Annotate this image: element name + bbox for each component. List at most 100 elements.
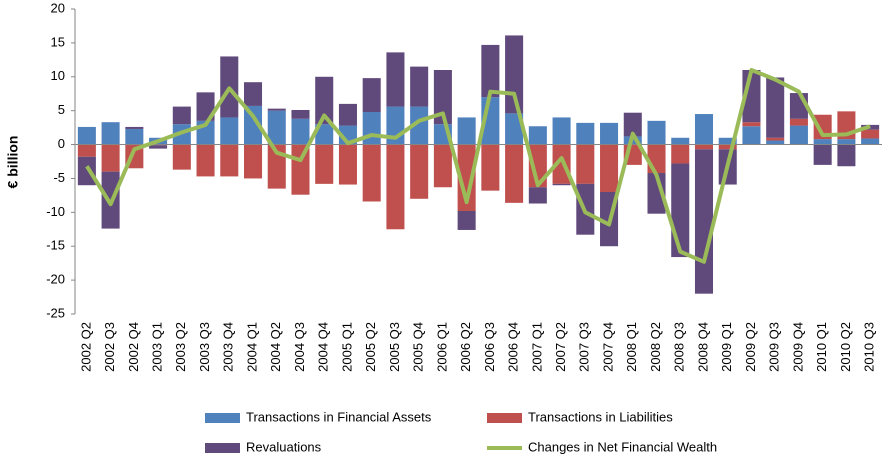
bar: [671, 137, 690, 145]
bar: [505, 144, 524, 203]
x-tick-label: 2003 Q4: [221, 322, 236, 372]
x-tick-label: 2008 Q3: [672, 322, 687, 372]
x-tick-label: 2005 Q4: [411, 322, 426, 372]
bar: [766, 140, 785, 145]
x-tick-label: 2004 Q3: [292, 322, 307, 372]
bar: [243, 144, 263, 179]
bar: [125, 128, 144, 145]
bar: [196, 144, 215, 177]
bar: [362, 112, 381, 145]
x-tick-label: 2003 Q2: [173, 322, 188, 372]
bar: [267, 110, 286, 145]
bar: [410, 144, 429, 199]
bar: [481, 144, 500, 191]
bar: [338, 103, 357, 126]
bar: [552, 183, 571, 186]
bar: [315, 124, 334, 145]
bar: [600, 144, 619, 192]
y-tick-label: 10: [51, 68, 65, 83]
x-tick-label: 2004 Q4: [316, 322, 331, 372]
legend-label: Transactions in Liabilities: [528, 409, 673, 424]
x-tick-label: 2007 Q3: [577, 322, 592, 372]
y-axis-label: € billion: [5, 136, 21, 189]
bar: [861, 138, 880, 145]
x-tick-label: 2008 Q1: [624, 322, 639, 372]
bar: [505, 113, 524, 145]
bar: [433, 70, 452, 125]
legend-label: Transactions in Financial Assets: [246, 409, 432, 424]
x-tick-label: 2008 Q4: [695, 322, 710, 372]
x-tick-label: 2005 Q1: [339, 322, 354, 372]
bar: [789, 118, 808, 126]
y-tick-label: 0: [58, 136, 65, 151]
bar: [457, 210, 476, 230]
bar: [528, 187, 547, 204]
bar: [291, 109, 310, 119]
y-tick-label: 20: [51, 0, 65, 15]
bar: [149, 145, 168, 149]
y-tick-label: -25: [46, 305, 65, 320]
bar: [338, 144, 357, 185]
bar: [528, 144, 547, 188]
bar: [623, 112, 642, 137]
x-tick-label: 2002 Q2: [78, 322, 93, 372]
y-tick-label: -5: [53, 170, 65, 185]
x-tick-label: 2008 Q2: [648, 322, 663, 372]
x-tick-label: 2005 Q3: [387, 322, 402, 372]
x-tick-label: 2002 Q4: [126, 322, 141, 372]
x-tick-label: 2006 Q2: [458, 322, 473, 372]
bar: [813, 139, 832, 145]
bar: [600, 122, 619, 145]
x-tick-label: 2005 Q2: [363, 322, 378, 372]
bar: [243, 82, 263, 106]
y-tick-label: -10: [46, 204, 65, 219]
bar: [576, 122, 595, 145]
bar: [718, 137, 737, 145]
bar: [694, 149, 714, 294]
bar: [172, 144, 191, 170]
bar: [220, 117, 239, 145]
bar: [220, 144, 239, 177]
x-tick-label: 2006 Q3: [482, 322, 497, 372]
bar: [528, 126, 547, 145]
bar: [315, 144, 334, 184]
line: [85, 68, 871, 264]
x-tick-label: 2004 Q2: [268, 322, 283, 372]
bar: [77, 144, 96, 157]
bar: [837, 144, 856, 167]
bar: [766, 77, 785, 138]
legend-label: Revaluations: [246, 439, 322, 454]
bar: [243, 105, 263, 145]
bar: [647, 144, 666, 174]
x-tick-label: 2009 Q1: [719, 322, 734, 372]
bar: [671, 163, 690, 258]
x-tick-label: 2003 Q3: [197, 322, 212, 372]
x-tick-label: 2010 Q3: [862, 322, 877, 372]
x-tick-label: 2009 Q2: [743, 322, 758, 372]
bar: [813, 144, 832, 165]
bar: [125, 126, 144, 129]
bar: [267, 108, 286, 111]
x-tick-label: 2009 Q3: [767, 322, 782, 372]
x-tick-label: 2010 Q2: [838, 322, 853, 372]
bar: [77, 126, 96, 145]
bar: [101, 122, 120, 145]
y-tick-label: -20: [46, 272, 65, 287]
bar: [101, 144, 120, 172]
y-tick-label: 15: [51, 34, 65, 49]
bar: [576, 144, 595, 184]
x-tick-label: 2007 Q2: [553, 322, 568, 372]
x-tick-label: 2007 Q1: [529, 322, 544, 372]
legend-swatch: [205, 443, 240, 453]
bar: [552, 144, 571, 184]
bar: [410, 66, 429, 107]
bar: [552, 117, 571, 145]
x-tick-label: 2009 Q4: [790, 322, 805, 372]
y-tick-label: 5: [58, 102, 65, 117]
bar: [196, 92, 215, 121]
bar: [742, 122, 761, 127]
bar: [410, 106, 429, 145]
bar: [789, 125, 808, 145]
bar: [315, 76, 334, 125]
x-tick-label: 2002 Q3: [102, 322, 117, 372]
